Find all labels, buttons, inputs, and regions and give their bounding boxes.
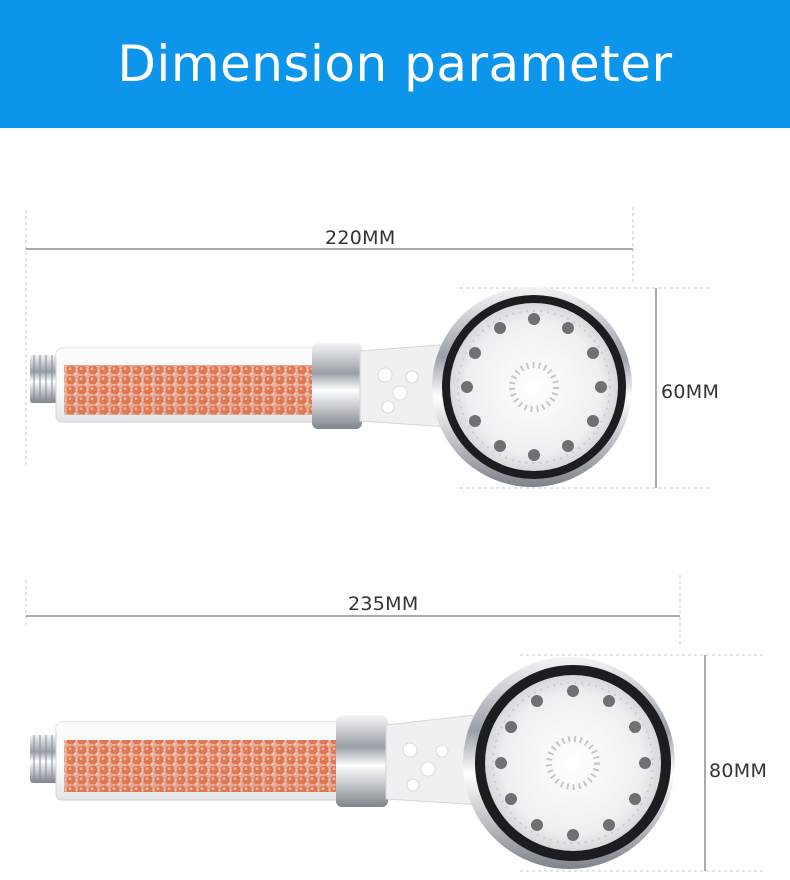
- shower-head-face: [485, 675, 661, 851]
- hose-connector: [30, 355, 58, 403]
- hose-connector: [30, 735, 58, 783]
- head-diameter-label: 60MM: [661, 381, 720, 403]
- chrome-collar: [336, 715, 388, 807]
- chrome-collar: [312, 343, 362, 429]
- length-label: 220MM: [325, 227, 396, 249]
- dimension-drawing-2: [25, 575, 765, 872]
- dimension-drawing-1: [25, 207, 712, 489]
- head-diameter-label: 80MM: [709, 760, 768, 782]
- page-title: Dimension parameter: [117, 35, 673, 93]
- length-label: 235MM: [348, 593, 419, 615]
- title-banner: Dimension parameter: [0, 0, 790, 128]
- shower-head-figure-1: 220MM 60MM: [0, 195, 790, 505]
- shower-head-face: [450, 303, 618, 471]
- shower-head-figure-2: 235MM 80MM: [0, 565, 790, 880]
